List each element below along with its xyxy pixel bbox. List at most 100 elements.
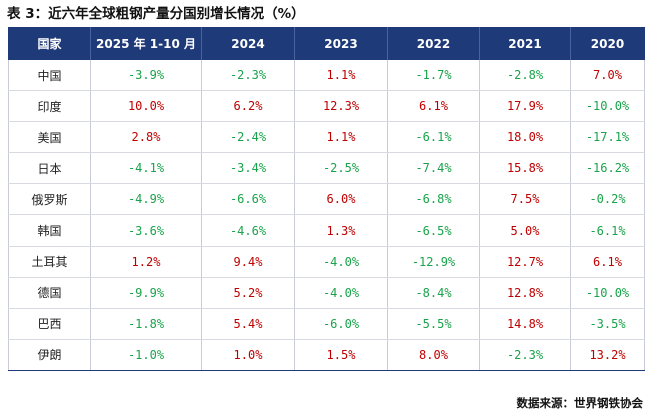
growth-table-container: 国家 2025 年 1-10 月 2024 2023 2022 2021 202… xyxy=(8,27,645,371)
table-body: 中国 -3.9% -2.3% 1.1% -1.7% -2.8% 7.0% 印度 10.0% 6.2… xyxy=(8,60,645,371)
value-cell: -8.4% xyxy=(387,277,480,309)
value-cell: 14.8% xyxy=(479,308,571,340)
value-cell: 5.4% xyxy=(201,308,295,340)
growth-table: 国家 2025 年 1-10 月 2024 2023 2022 2021 202… xyxy=(8,27,645,371)
table-row: 美国 2.8% -2.4% 1.1% -6.1% 18.0% -17.1% xyxy=(8,121,645,154)
value-cell: 8.0% xyxy=(387,339,480,371)
growth-value: 6.1% xyxy=(419,99,448,114)
value-cell: -7.4% xyxy=(387,152,480,185)
value-cell: -10.0% xyxy=(570,90,645,123)
growth-value: -10.0% xyxy=(585,99,630,114)
table-row: 俄罗斯 -4.9% -6.6% 6.0% -6.8% 7.5% -0.2% xyxy=(8,183,645,216)
country-cell: 伊朗 xyxy=(8,339,91,371)
country-cell: 韩国 xyxy=(8,214,91,247)
country-cell: 美国 xyxy=(8,121,91,154)
value-cell: -2.8% xyxy=(479,60,571,92)
value-cell: 12.8% xyxy=(479,277,571,309)
growth-value: -2.3% xyxy=(229,68,267,83)
table-row: 中国 -3.9% -2.3% 1.1% -1.7% -2.8% 7.0% xyxy=(8,60,645,92)
growth-value: -3.4% xyxy=(229,161,267,176)
value-cell: -5.5% xyxy=(387,308,480,340)
growth-value: -4.0% xyxy=(322,254,360,269)
value-cell: 6.1% xyxy=(570,246,645,278)
growth-value: 1.0% xyxy=(233,347,263,362)
value-cell: 2.8% xyxy=(90,121,202,154)
growth-value: -4.6% xyxy=(229,223,267,238)
value-cell: -4.0% xyxy=(294,277,388,309)
growth-value: 1.1% xyxy=(326,130,356,145)
growth-value: 18.0% xyxy=(506,130,544,145)
growth-value: -10.0% xyxy=(585,285,630,300)
value-cell: 1.1% xyxy=(294,121,388,154)
value-cell: -1.0% xyxy=(90,339,202,371)
growth-value: -2.5% xyxy=(322,161,360,176)
table-row: 巴西 -1.8% 5.4% -6.0% -5.5% 14.8% -3.5% xyxy=(8,308,645,340)
growth-value: -2.4% xyxy=(229,130,267,145)
value-cell: -2.4% xyxy=(201,121,295,154)
growth-value: 7.5% xyxy=(510,192,540,207)
value-cell: -6.1% xyxy=(387,121,480,154)
value-cell: 17.9% xyxy=(479,90,571,123)
table-header-row: 国家 2025 年 1-10 月 2024 2023 2022 2021 202… xyxy=(8,27,645,60)
growth-value: -6.5% xyxy=(415,223,452,238)
growth-value: 6.0% xyxy=(326,192,356,207)
header-2020: 2020 xyxy=(570,27,645,60)
growth-value: 17.9% xyxy=(506,99,544,114)
growth-value: -1.8% xyxy=(127,316,165,331)
growth-value: 12.8% xyxy=(506,285,544,300)
table-row: 土耳其 1.2% 9.4% -4.0% -12.9% 12.7% 6.1% xyxy=(8,246,645,278)
growth-value: 7.0% xyxy=(593,68,622,83)
value-cell: -1.8% xyxy=(90,308,202,340)
value-cell: -9.9% xyxy=(90,277,202,309)
growth-value: -2.3% xyxy=(506,347,544,362)
header-country: 国家 xyxy=(8,27,91,60)
value-cell: -16.2% xyxy=(570,152,645,185)
value-cell: -4.9% xyxy=(90,183,202,216)
table-row: 印度 10.0% 6.2% 12.3% 6.1% 17.9% -10.0% xyxy=(8,90,645,123)
header-2025-jan-oct: 2025 年 1-10 月 xyxy=(90,27,202,60)
growth-value: 5.2% xyxy=(233,285,263,300)
growth-value: -3.9% xyxy=(127,68,165,83)
growth-value: 8.0% xyxy=(419,347,448,362)
header-2022: 2022 xyxy=(387,27,480,60)
table-row: 德国 -9.9% 5.2% -4.0% -8.4% 12.8% -10.0% xyxy=(8,277,645,309)
growth-value: 2.8% xyxy=(131,130,161,145)
country-cell: 印度 xyxy=(8,90,91,123)
growth-value: 6.1% xyxy=(593,254,622,269)
growth-value: -6.1% xyxy=(415,130,452,145)
table-row: 伊朗 -1.0% 1.0% 1.5% 8.0% -2.3% 13.2% xyxy=(8,339,645,371)
growth-value: -4.9% xyxy=(127,192,165,207)
country-cell: 日本 xyxy=(8,152,91,185)
value-cell: 1.5% xyxy=(294,339,388,371)
value-cell: 13.2% xyxy=(570,339,645,371)
growth-value: -6.1% xyxy=(589,223,626,238)
value-cell: -6.5% xyxy=(387,214,480,247)
value-cell: -0.2% xyxy=(570,183,645,216)
value-cell: -3.9% xyxy=(90,60,202,92)
growth-value: -9.9% xyxy=(127,285,165,300)
growth-value: -3.5% xyxy=(589,316,626,331)
growth-value: -4.0% xyxy=(322,285,360,300)
value-cell: -1.7% xyxy=(387,60,480,92)
value-cell: -10.0% xyxy=(570,277,645,309)
country-cell: 巴西 xyxy=(8,308,91,340)
growth-value: 12.7% xyxy=(506,254,544,269)
growth-value: -6.6% xyxy=(229,192,267,207)
value-cell: 12.3% xyxy=(294,90,388,123)
growth-value: 6.2% xyxy=(233,99,263,114)
growth-value: -0.2% xyxy=(589,192,626,207)
growth-value: -17.1% xyxy=(585,130,630,145)
growth-value: -16.2% xyxy=(585,161,630,176)
value-cell: 1.0% xyxy=(201,339,295,371)
value-cell: 9.4% xyxy=(201,246,295,278)
growth-value: 1.5% xyxy=(326,347,356,362)
value-cell: 5.0% xyxy=(479,214,571,247)
growth-value: -12.9% xyxy=(411,254,456,269)
value-cell: -4.0% xyxy=(294,246,388,278)
value-cell: -6.8% xyxy=(387,183,480,216)
value-cell: -6.6% xyxy=(201,183,295,216)
value-cell: 1.3% xyxy=(294,214,388,247)
growth-value: 1.3% xyxy=(326,223,356,238)
value-cell: 7.5% xyxy=(479,183,571,216)
value-cell: -17.1% xyxy=(570,121,645,154)
